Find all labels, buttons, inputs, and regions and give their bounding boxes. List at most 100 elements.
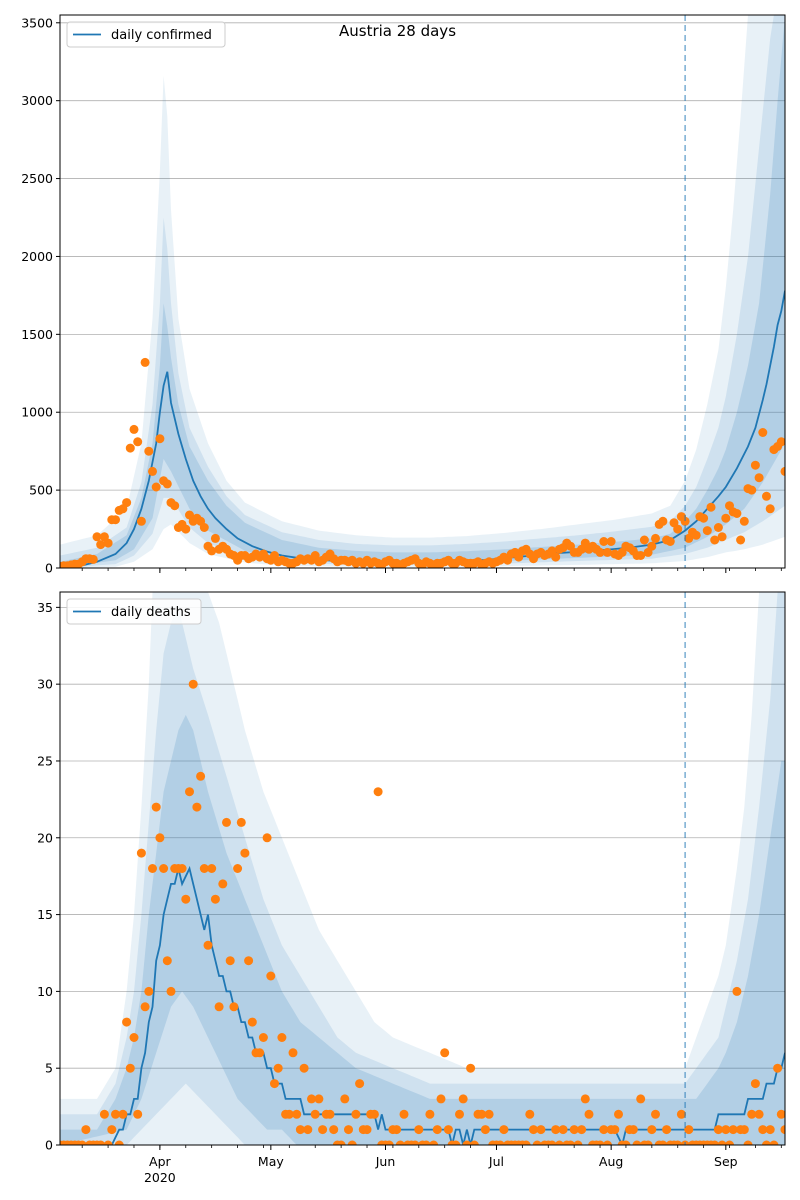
y-tick-label: 35	[37, 600, 53, 615]
observed-point	[203, 940, 213, 950]
observed-point	[673, 1140, 683, 1145]
observed-point	[344, 1125, 353, 1135]
observed-point	[536, 1125, 546, 1135]
observed-point	[129, 1033, 139, 1042]
observed-point	[717, 1140, 727, 1145]
x-tick-label: Apr	[149, 1154, 171, 1169]
observed-point	[765, 504, 775, 514]
observed-point	[247, 1017, 257, 1027]
observed-point	[425, 1109, 435, 1119]
observed-point	[673, 524, 683, 534]
observed-point	[103, 1140, 113, 1145]
observed-point	[647, 541, 657, 551]
observed-point	[159, 864, 169, 873]
observed-point	[122, 498, 132, 508]
observed-point	[721, 513, 731, 523]
observed-point	[636, 1094, 646, 1104]
observed-point	[780, 466, 785, 476]
observed-point	[713, 523, 723, 532]
observed-point	[81, 1125, 91, 1135]
observed-point	[307, 1094, 316, 1104]
observed-point	[547, 1140, 557, 1145]
observed-point	[532, 1140, 542, 1145]
observed-point	[144, 446, 154, 456]
observed-point	[551, 1125, 561, 1135]
observed-point	[595, 547, 605, 557]
observed-point	[340, 1094, 350, 1104]
observed-point	[148, 864, 157, 873]
observed-point	[780, 1125, 785, 1135]
observed-point	[610, 1125, 620, 1135]
x-tick-label: May	[258, 1154, 284, 1169]
observed-point	[762, 491, 771, 501]
observed-point	[273, 1063, 283, 1073]
chart-panel-1: 0 5 10 15 20 25 30 35 Apr May Jun Jul Aug Sep 2020 dail…	[37, 591, 786, 1185]
observed-point	[743, 1140, 753, 1145]
observed-point	[262, 833, 272, 843]
observed-point	[303, 1125, 313, 1135]
observed-point	[244, 956, 254, 966]
observed-point	[236, 817, 246, 827]
observed-point	[125, 443, 135, 453]
observed-point	[451, 1140, 461, 1145]
observed-point	[258, 1033, 268, 1042]
observed-point	[765, 1125, 775, 1135]
observed-point	[96, 1140, 106, 1145]
observed-point	[747, 485, 757, 495]
legend-box	[66, 21, 226, 48]
observed-point	[566, 1140, 575, 1145]
observed-point	[754, 473, 764, 483]
observed-point	[421, 1140, 431, 1145]
observed-point	[750, 460, 760, 470]
observed-point	[647, 1125, 657, 1135]
observed-point	[166, 986, 176, 996]
observed-point	[199, 864, 209, 873]
observed-point	[210, 533, 220, 543]
observed-point	[295, 1125, 305, 1135]
observed-point	[151, 802, 161, 812]
observed-point	[373, 787, 383, 797]
x-tick-label: Aug	[599, 1154, 623, 1169]
observed-point	[181, 524, 191, 534]
observed-point	[185, 787, 194, 797]
observed-point	[207, 546, 217, 556]
y-tick-label: 25	[37, 753, 53, 768]
uncertainty-band-inner	[60, 714, 785, 1145]
observed-point	[754, 1109, 764, 1119]
observed-point	[336, 1140, 346, 1145]
observed-point	[96, 540, 106, 550]
observed-point	[739, 1125, 749, 1135]
observed-point	[769, 1140, 779, 1145]
observed-point	[440, 1048, 450, 1058]
observed-point	[266, 971, 276, 981]
observed-point	[455, 1109, 464, 1119]
observed-point	[107, 1125, 117, 1135]
y-tick-label: 30	[37, 677, 53, 692]
observed-point	[462, 1140, 472, 1145]
x-year-label: 2020	[144, 1170, 176, 1185]
plot-area	[60, 15, 785, 568]
observed-point	[192, 802, 202, 812]
observed-point	[384, 1140, 394, 1145]
y-tick-label: 0	[45, 1138, 53, 1153]
uncertainty-band-outer	[60, 15, 785, 568]
observed-point	[521, 1140, 531, 1145]
observed-point	[207, 864, 217, 873]
y-tick-label: 1500	[21, 327, 53, 342]
observed-point	[658, 516, 668, 526]
observed-point	[554, 1140, 564, 1145]
observed-point	[606, 537, 616, 546]
observed-point	[148, 466, 157, 476]
median-line	[60, 865, 785, 1145]
observed-point	[758, 428, 768, 437]
observed-point	[395, 1140, 405, 1145]
observed-point	[577, 1125, 587, 1135]
observed-point	[713, 1125, 723, 1135]
y-tick-label: 15	[37, 907, 53, 922]
observed-point	[196, 771, 206, 781]
observed-point	[362, 1125, 372, 1135]
legend-label: daily confirmed	[111, 28, 212, 43]
observed-point	[495, 1140, 505, 1145]
observed-point	[643, 1140, 653, 1145]
